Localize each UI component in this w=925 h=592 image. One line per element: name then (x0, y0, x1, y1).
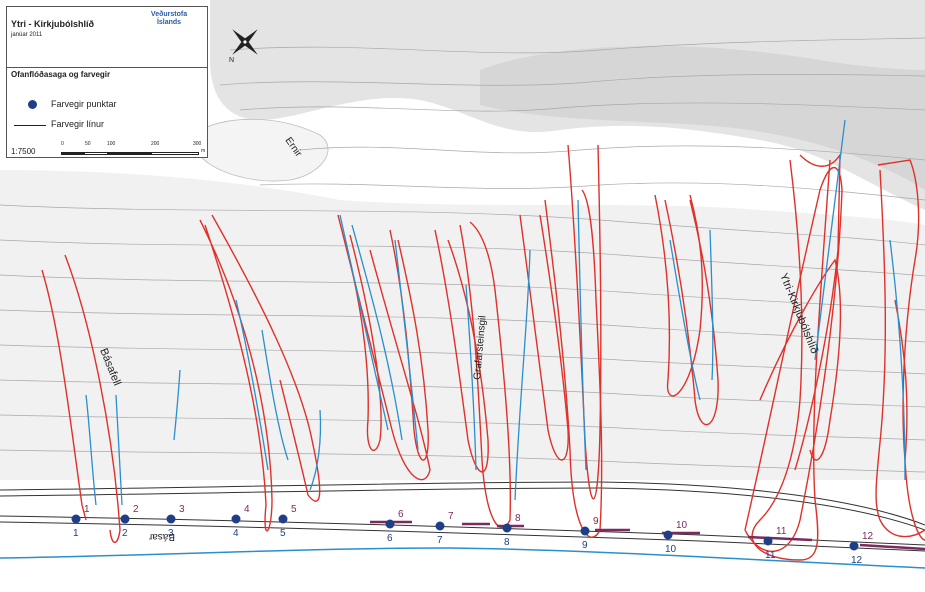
point-label-bottom: 10 (665, 544, 677, 555)
point-marker-12[interactable] (849, 541, 859, 551)
scale-unit: m (201, 148, 206, 154)
point-label-top: 3 (179, 504, 185, 515)
point-label-bottom: 7 (437, 535, 443, 546)
point-label-bottom: 3 (168, 528, 174, 539)
runout-outlines (41, 144, 925, 561)
point-symbol-icon (28, 100, 37, 109)
label-baser: Básar (148, 531, 175, 542)
vedurstofa-logo: Veðurstofa Íslands (150, 11, 188, 26)
legend-item-lines: Farvegir línur (51, 119, 105, 129)
point-label-top: 12 (862, 531, 874, 542)
point-label-bottom: 9 (582, 540, 588, 551)
point-label-top: 9 (593, 516, 599, 527)
shoreline (0, 547, 925, 569)
map-title: Ytri - Kirkjubólshlíð (11, 19, 95, 29)
roads (0, 481, 925, 552)
point-marker-4[interactable] (231, 514, 241, 524)
point-label-top: 7 (448, 511, 454, 522)
scale-tick: 300 (193, 141, 202, 147)
legend-subtitle: Ofanflóðasaga og farvegir (11, 70, 111, 79)
point-marker-1[interactable] (71, 514, 81, 524)
point-label-top: 8 (515, 513, 521, 524)
point-label-bottom: 2 (122, 528, 128, 539)
point-label-top: 1 (84, 504, 90, 515)
point-label-bottom: 11 (765, 550, 776, 561)
point-label-top: 5 (291, 504, 297, 515)
reference-bars (370, 520, 925, 551)
point-label-top: 2 (133, 504, 139, 515)
scale-tick: 100 (107, 141, 116, 147)
point-label-bottom: 8 (504, 537, 510, 548)
scale-ratio: 1:7500 (11, 147, 36, 156)
point-marker-3[interactable] (166, 514, 176, 524)
channel-lines (85, 119, 906, 506)
point-marker-6[interactable] (385, 519, 395, 529)
line-symbol-icon (14, 125, 46, 126)
legend-item-points: Farvegir punktar (51, 99, 117, 109)
sea-area (0, 540, 925, 592)
point-marker-8[interactable] (502, 523, 512, 533)
point-label-bottom: 4 (233, 528, 239, 539)
point-marker-5[interactable] (278, 514, 288, 524)
scale-tick: 50 (85, 141, 91, 147)
contour-lines (0, 37, 925, 473)
north-label: N (229, 57, 234, 64)
scale-tick: 200 (151, 141, 160, 147)
scale-tick: 0 (61, 141, 64, 147)
point-label-top: 6 (398, 509, 404, 520)
point-label-bottom: 1 (73, 528, 79, 539)
scale-bar-graphic (61, 152, 199, 155)
legend-divider (7, 67, 207, 68)
north-arrow-icon (232, 29, 258, 55)
point-label-bottom: 12 (851, 555, 863, 566)
point-marker-9[interactable] (580, 526, 590, 536)
ernir-crag (199, 118, 329, 182)
point-label-top: 10 (676, 520, 688, 531)
point-marker-10[interactable] (663, 530, 673, 540)
point-marker-2[interactable] (120, 514, 130, 524)
point-label-top: 11 (776, 526, 787, 537)
map-date: janúar 2011 (11, 32, 43, 38)
point-marker-7[interactable] (435, 521, 445, 531)
point-marker-11[interactable] (763, 536, 773, 546)
map-legend: Ytri - Kirkjubólshlíð janúar 2011 Veðurs… (6, 6, 208, 158)
point-label-bottom: 5 (280, 528, 286, 539)
point-label-top: 4 (244, 504, 250, 515)
slope-shading (0, 170, 925, 480)
point-label-bottom: 6 (387, 533, 393, 544)
